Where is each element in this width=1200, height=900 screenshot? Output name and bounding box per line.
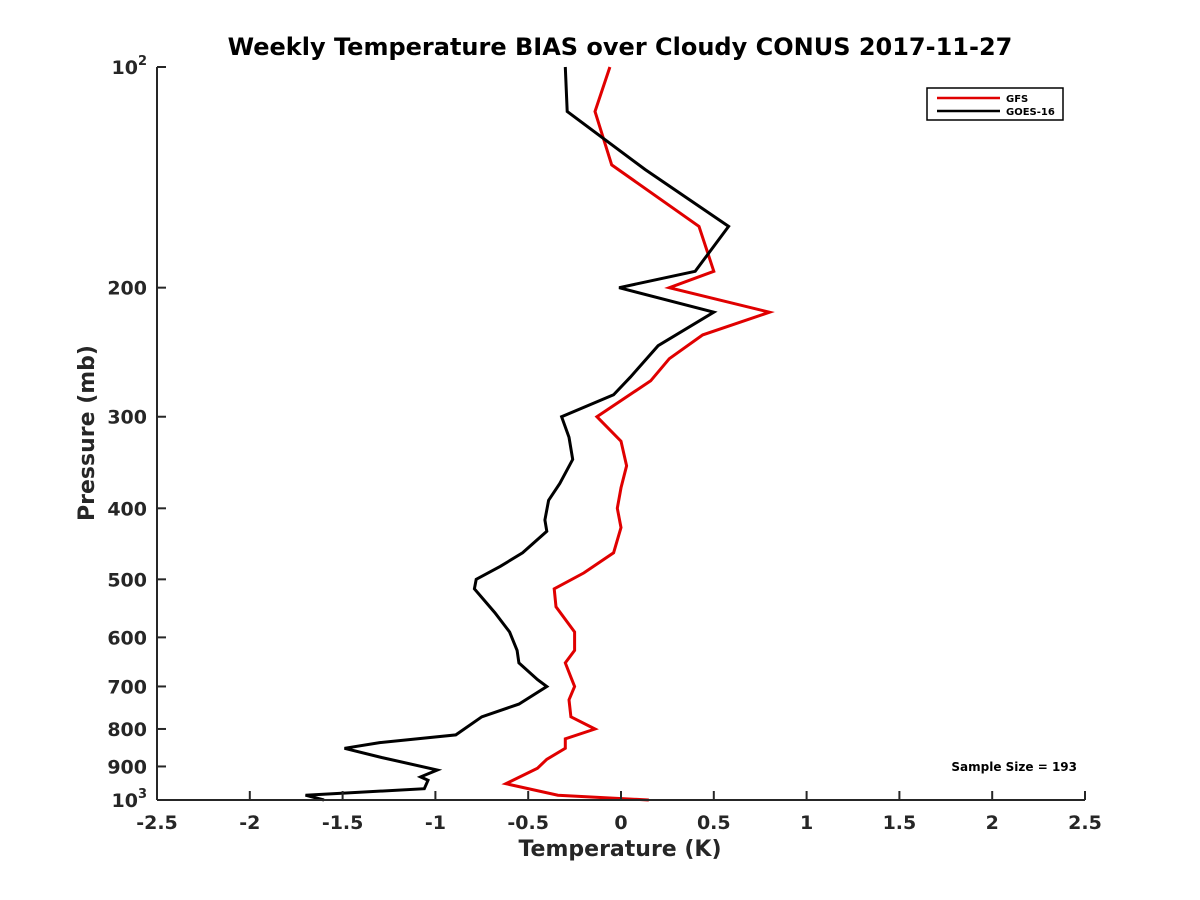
y-tick-label: 103: [112, 787, 148, 812]
y-tick-label: 600: [107, 627, 147, 649]
x-tick-label: 1.5: [883, 812, 917, 834]
y-tick-label: 300: [107, 407, 147, 429]
y-axis-ticks: 102 200 300 400 500 600 700 800 900 103: [107, 54, 166, 812]
y-tick-label: 700: [107, 676, 147, 698]
series-line-gfs: [501, 66, 775, 802]
x-tick-label: -1.5: [322, 812, 364, 834]
y-tick-label: 900: [107, 756, 147, 778]
chart-title: Weekly Temperature BIAS over Cloudy CONU…: [228, 33, 1013, 61]
x-tick-label: 2: [986, 812, 999, 834]
x-tick-label: -1: [425, 812, 446, 834]
x-tick-label: -2.5: [136, 812, 178, 834]
plot-lines: [305, 66, 775, 802]
y-tick-label: 800: [107, 719, 147, 741]
y-tick-label: 400: [107, 498, 147, 520]
legend-label: GFS: [1006, 94, 1028, 105]
y-tick-label: 102: [112, 54, 148, 79]
y-tick-label: 500: [107, 569, 147, 591]
legend-label: GOES-16: [1006, 107, 1055, 118]
x-tick-label: 2.5: [1068, 812, 1102, 834]
y-tick-label: 200: [107, 278, 147, 300]
legend-box: [926, 87, 1064, 121]
x-tick-label: -0.5: [507, 812, 549, 834]
y-axis-label: Pressure (mb): [75, 345, 100, 521]
legend: GFS GOES-16: [926, 87, 1064, 121]
sample-size-annotation: Sample Size = 193: [951, 760, 1077, 774]
x-tick-label: 0: [614, 812, 627, 834]
x-tick-label: -2: [239, 812, 260, 834]
x-axis-label: Temperature (K): [518, 837, 721, 862]
x-axis-ticks: -2.5 -2 -1.5 -1 -0.5 0 0.5 1 1.5 2 2.5: [136, 791, 1102, 834]
x-tick-label: 0.5: [697, 812, 731, 834]
series-line-goes-16: [305, 66, 731, 802]
x-tick-label: 1: [800, 812, 813, 834]
